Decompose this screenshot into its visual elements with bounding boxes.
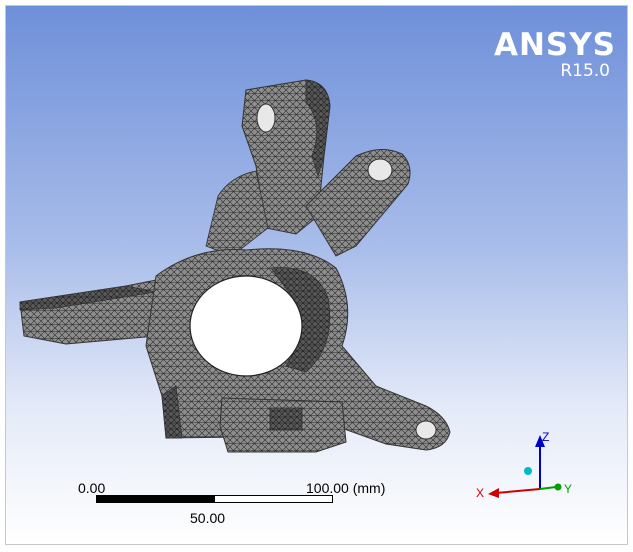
logo-brand: ANSYS	[493, 27, 616, 63]
scale-max-label: 100.00 (mm)	[306, 480, 386, 496]
lower-left-leg	[161, 385, 183, 439]
lower-right-hole	[415, 420, 437, 440]
y-axis-end-icon	[554, 483, 562, 491]
coordinate-triad[interactable]: Z X Y	[474, 421, 584, 501]
x-axis-label: X	[476, 486, 484, 500]
y-axis-label: Y	[564, 482, 572, 496]
x-axis-line	[495, 488, 541, 494]
steering-knuckle-mesh[interactable]	[6, 6, 628, 545]
right-upper-hole	[367, 158, 393, 182]
z-axis-arrow-icon	[535, 435, 545, 447]
hub-bore	[189, 275, 303, 377]
z-axis-label: Z	[542, 430, 549, 444]
ansys-logo: ANSYS R15.0	[476, 28, 616, 80]
lower-block-slot	[269, 407, 303, 431]
scale-bar-filled-segment	[97, 496, 215, 502]
left-arm-top	[19, 285, 157, 311]
upper-web	[205, 170, 269, 257]
scale-min-label: 0.00	[78, 480, 106, 496]
scale-mid-label: 50.00	[190, 510, 226, 526]
graphics-viewport[interactable]: ANSYS R15.0 0.00 100.00 (mm) 50.00 Z X Y	[5, 5, 628, 545]
scale-bar	[96, 495, 333, 503]
y-axis-line	[539, 486, 557, 490]
logo-version: R15.0	[560, 61, 610, 81]
triad-origin-icon	[524, 467, 532, 475]
upper-arm-hole	[256, 103, 276, 133]
x-axis-arrow-icon	[488, 488, 499, 498]
upper-arm-side	[305, 79, 331, 178]
